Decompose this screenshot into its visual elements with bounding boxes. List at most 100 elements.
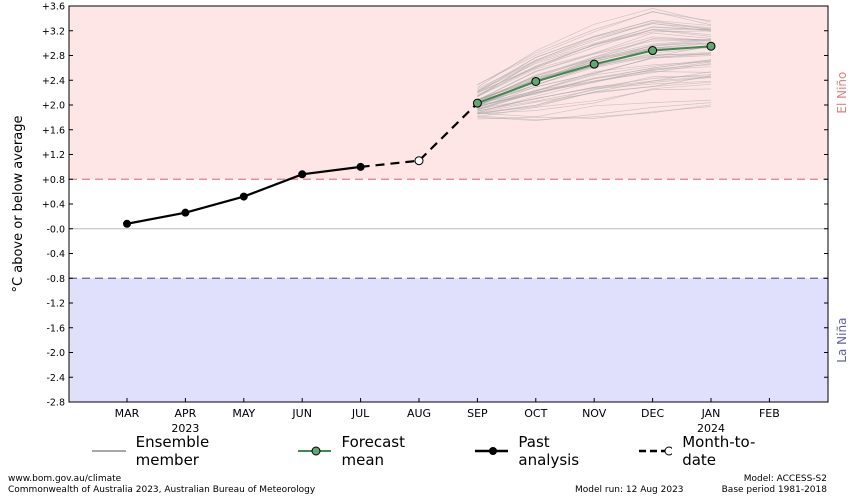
- legend-ensemble-swatch: [92, 450, 126, 452]
- ensemble-member-line: [477, 88, 712, 117]
- series-lines: [123, 41, 716, 228]
- y-tick-label: -2.4: [46, 373, 65, 384]
- y-tick-label: +3.6: [42, 2, 65, 13]
- year-label: 2024: [697, 422, 725, 435]
- ensemble-member-line: [477, 20, 712, 94]
- y-tick-label: +2.0: [42, 101, 65, 112]
- ensemble-member-line: [477, 39, 712, 101]
- plot-frame: [68, 5, 829, 403]
- x-tick-label: OCT: [524, 407, 547, 420]
- ensemble-member-line: [477, 43, 712, 106]
- x-tick-label: AUG: [407, 407, 431, 420]
- year-label: 2023: [171, 422, 199, 435]
- ensemble-member-line: [477, 75, 712, 113]
- footer-url: www.bom.gov.au/climate: [8, 474, 122, 484]
- x-tick-label: JUL: [351, 407, 370, 420]
- ensemble-member-line: [477, 21, 712, 92]
- legend-past-swatch: [474, 447, 509, 455]
- ensemble-member-line: [477, 66, 712, 110]
- ensemble-member-line: [477, 71, 712, 114]
- y-tick-label: -0.0: [46, 224, 65, 235]
- el-nino-label: El Niño: [835, 72, 849, 114]
- x-axis-ticks: MAR APR MAY JUN JUL AUG SEP OCT NOV DEC JAN FEB 2023…: [115, 398, 780, 435]
- x-tick-label: APR: [174, 407, 196, 420]
- footer-left: www.bom.gov.au/climate Commonwealth of A…: [8, 474, 315, 496]
- legend-ensemble: Ensemble member: [92, 433, 268, 469]
- ensemble-member-line: [477, 28, 712, 96]
- x-tick-label: FEB: [759, 407, 780, 420]
- footer-copyright: Commonwealth of Australia 2023, Australi…: [8, 485, 316, 495]
- legend-forecast-label: Forecast mean: [341, 433, 405, 469]
- la-nina-label: La Niña: [835, 318, 849, 363]
- ensemble-member-line: [477, 102, 712, 121]
- forecast-mean-point: [648, 46, 658, 56]
- el-nino-region: [69, 6, 828, 180]
- y-tick-label: +2.4: [42, 76, 65, 87]
- y-tick-label: -0.8: [46, 274, 65, 285]
- ensemble-member-line: [477, 76, 712, 112]
- ensemble-member-line: [477, 22, 712, 90]
- legend-forecast-swatch: [297, 446, 332, 456]
- y-tick-label: -1.6: [46, 323, 65, 334]
- legend-mtd-swatch: [638, 446, 673, 456]
- x-tick-label: JUN: [291, 407, 312, 420]
- legend-forecast: Forecast mean: [297, 433, 445, 469]
- legend-past-label: Past analysis: [518, 433, 580, 469]
- legend-mtd: Month-to-date: [638, 433, 782, 469]
- past-analysis-point: [356, 162, 365, 171]
- ensemble-member-line: [477, 26, 712, 97]
- legend-past: Past analysis: [474, 433, 609, 469]
- la-nina-region: [69, 278, 828, 402]
- y-tick-label: -1.2: [46, 299, 65, 310]
- past-analysis-point: [298, 170, 307, 179]
- x-tick-label: MAY: [232, 407, 255, 420]
- y-tick-label: +3.2: [42, 26, 65, 37]
- x-tick-label: NOV: [582, 407, 607, 420]
- footer-base-period: Base period 1981-2018: [721, 485, 827, 495]
- ensemble-member-line: [477, 106, 712, 120]
- footer-right: Model: ACCESS-S2 Base period 1981-2018: [722, 474, 827, 496]
- ensemble-member-line: [477, 36, 712, 101]
- ensemble-member-line: [477, 83, 712, 115]
- y-tick-label: +0.8: [42, 175, 65, 186]
- footer-model-run: Model run: 12 Aug 2023: [575, 485, 684, 495]
- ensemble-member-line: [477, 38, 712, 102]
- past-analysis-point: [239, 192, 248, 201]
- footer-model: Model: ACCESS-S2: [743, 474, 827, 484]
- forecast-mean-point: [589, 59, 599, 69]
- ensemble-member-line: [477, 71, 712, 112]
- legend-mtd-label: Month-to-date: [682, 433, 756, 469]
- forecast-mean-point: [531, 76, 541, 86]
- x-tick-label: MAR: [115, 407, 140, 420]
- y-tick-label: +2.8: [42, 51, 65, 62]
- x-tick-label: JAN: [701, 407, 721, 420]
- y-tick-label: +0.4: [42, 200, 65, 211]
- ensemble-member-line: [477, 8, 712, 88]
- x-tick-label: SEP: [467, 407, 488, 420]
- ensemble-member-line: [477, 32, 712, 97]
- past-analysis-point: [181, 208, 190, 217]
- forecast-mean-point: [706, 41, 716, 51]
- y-axis-label: °C above or below average: [11, 116, 26, 293]
- ensemble-member-line: [477, 61, 712, 107]
- month-to-date-point: [414, 156, 424, 166]
- ensemble-member-line: [477, 11, 712, 85]
- ensemble-member-line: [477, 23, 712, 98]
- ensemble-member-line: [477, 52, 712, 108]
- forecast-mean-point: [472, 98, 482, 108]
- enso-outlook-chart: +3.6 +3.2 +2.8 +2.4 +2.0 +1.6 +1.2 +0.8 +0.4 -0.0…: [11, 2, 849, 436]
- y-tick-label: -2.8: [46, 398, 65, 409]
- y-tick-label: +1.2: [42, 150, 65, 161]
- ensemble-member-line: [477, 76, 712, 115]
- legend: Ensemble member Forecast mean Past analy…: [92, 433, 812, 469]
- ensemble-member-line: [477, 59, 712, 111]
- month-to-date-line: [360, 102, 479, 168]
- y-tick-label: -2.0: [46, 348, 65, 359]
- ensemble-member-line: [477, 61, 712, 104]
- y-tick-label: -0.4: [46, 249, 65, 260]
- y-axis-ticks: +3.6 +3.2 +2.8 +2.4 +2.0 +1.6 +1.2 +0.8 +0.4 -0.0…: [42, 2, 828, 409]
- y-tick-label: +1.6: [42, 125, 65, 136]
- past-analysis-point: [123, 219, 131, 228]
- ensemble-member-line: [477, 59, 712, 111]
- ensemble-member-line: [477, 55, 712, 104]
